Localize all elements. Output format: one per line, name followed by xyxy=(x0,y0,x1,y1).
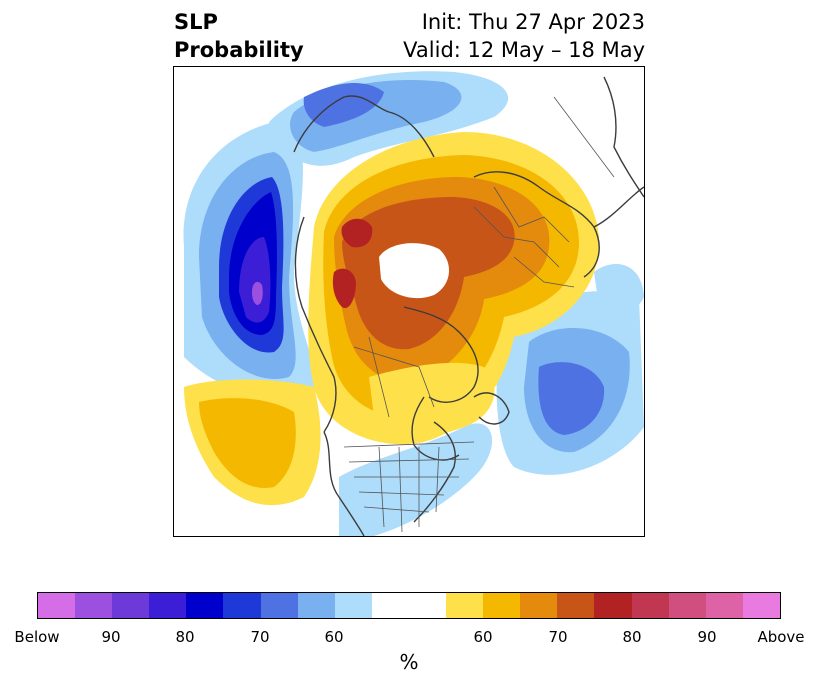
colorbar-swatch xyxy=(557,593,595,618)
colorbar-swatch xyxy=(594,593,632,618)
colorbar-tick-label: 70 xyxy=(548,628,568,646)
atlantic-low-80 xyxy=(538,362,605,435)
colorbar-tick-label: Below xyxy=(14,628,60,646)
colorbar-swatch xyxy=(75,593,113,618)
colorbar-swatch xyxy=(334,593,372,618)
colorbar-tick-label: 60 xyxy=(473,628,493,646)
init-date: Init: Thu 27 Apr 2023 xyxy=(421,10,645,34)
colorbar xyxy=(37,592,781,619)
colorbar-swatch xyxy=(668,593,706,618)
colorbar-swatch xyxy=(742,593,780,618)
colorbar-swatch xyxy=(149,593,187,618)
map-dates: Init: Thu 27 Apr 2023 Valid: 12 May – 18… xyxy=(403,8,645,64)
colorbar-tick-label: 80 xyxy=(622,628,642,646)
colorbar-swatch xyxy=(297,593,335,618)
colorbar-swatch xyxy=(631,593,669,618)
colorbar-swatch xyxy=(112,593,150,618)
map-title: SLP Probability xyxy=(174,8,304,64)
arctic-neutral xyxy=(379,243,450,299)
colorbar-tick-label: 90 xyxy=(101,628,121,646)
colorbar-tick-label: 80 xyxy=(175,628,195,646)
title-line-field: Probability xyxy=(174,38,304,62)
siberia-low-80 xyxy=(303,82,384,127)
pacific-low-peak xyxy=(252,281,263,305)
pacific-low-core xyxy=(239,237,271,323)
map-panel xyxy=(173,66,645,537)
pacific-high-65 xyxy=(199,398,296,488)
colorbar-swatch xyxy=(371,593,447,618)
greenland-low-60 xyxy=(594,264,644,316)
colorbar-tick-label: Above xyxy=(757,628,805,646)
colorbar-swatch xyxy=(186,593,224,618)
title-line-variable: SLP xyxy=(174,10,218,34)
colorbar-swatch xyxy=(446,593,484,618)
colorbar-swatch xyxy=(260,593,298,618)
political-borders xyxy=(343,96,615,533)
colorbar-tick-label: 90 xyxy=(697,628,717,646)
valid-range: Valid: 12 May – 18 May xyxy=(403,38,645,62)
arctic-high-80 xyxy=(332,218,373,309)
colorbar-tick-label: 70 xyxy=(250,628,270,646)
probability-map xyxy=(183,71,644,536)
colorbar-swatch xyxy=(223,593,261,618)
colorbar-unit-label: % xyxy=(399,650,419,674)
colorbar-swatch xyxy=(705,593,743,618)
colorbar-swatch xyxy=(483,593,521,618)
colorbar-swatch xyxy=(520,593,558,618)
colorbar-tick-label: 60 xyxy=(324,628,344,646)
colorbar-swatch xyxy=(38,593,76,618)
